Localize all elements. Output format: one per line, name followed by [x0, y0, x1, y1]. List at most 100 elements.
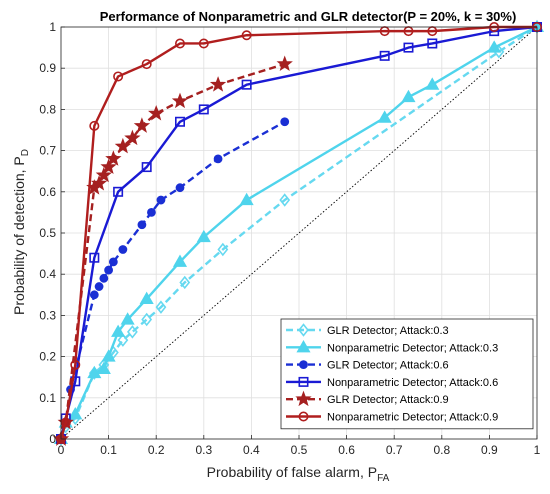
circle-marker	[141, 59, 152, 70]
x-tick-label: 0	[58, 443, 65, 457]
legend-item: Nonparametric Detector; Attack:0.3	[286, 340, 498, 354]
circle-marker	[198, 38, 209, 49]
circle-marker	[147, 207, 156, 217]
circle-marker	[113, 71, 124, 82]
y-axis-label-main: Probability of detection, P	[11, 156, 27, 315]
legend-label: Nonparametric Detector; Attack:0.6	[327, 377, 498, 389]
diamond-marker	[117, 333, 129, 347]
diamond-marker	[279, 193, 291, 207]
circle-marker	[60, 417, 71, 428]
circle-marker	[213, 154, 223, 164]
legend-label: GLR Detector; Attack:0.3	[327, 325, 449, 337]
circle-marker	[118, 245, 128, 254]
star-marker	[171, 92, 189, 109]
x-tick-label: 1	[534, 443, 541, 457]
star-marker	[148, 104, 165, 121]
square-marker	[403, 42, 414, 53]
legend-item: Nonparametric Detector; Attack:0.9	[286, 411, 498, 424]
triangle-marker	[296, 340, 311, 353]
star-marker	[95, 166, 112, 183]
triangle-marker	[401, 89, 416, 103]
circle-marker	[99, 273, 109, 283]
square-marker	[141, 162, 152, 173]
triangle-marker	[68, 406, 83, 420]
triangle-marker	[487, 40, 502, 53]
diamond-marker	[155, 300, 167, 314]
circle-marker	[70, 359, 81, 370]
star-marker	[100, 158, 117, 175]
circle-marker	[89, 120, 100, 131]
y-tick-label: 0.1	[39, 391, 56, 405]
x-tick-label: 0.9	[481, 443, 498, 457]
y-tick-label: 0	[49, 432, 56, 446]
y-tick-label: 1	[49, 20, 56, 34]
legend-box	[280, 318, 534, 430]
triangle-marker	[96, 361, 111, 375]
square-marker	[198, 104, 209, 115]
square-marker	[113, 186, 124, 197]
y-tick-label: 0.2	[39, 350, 56, 364]
x-tick-label: 0.7	[386, 443, 403, 457]
tick-labels: 0 0.1 0.2 0.3 0.4 0.5 0.6 0.7 0.8 0.9 1 0 0.1 0.2 0.3 0…	[39, 20, 540, 457]
y-tick-label: 0.8	[39, 102, 56, 116]
legend-item: GLR Detector; Attack:0.6	[286, 360, 449, 372]
star-marker	[295, 390, 312, 407]
circle-marker	[280, 117, 290, 127]
circle-marker	[156, 195, 166, 205]
triangle-marker	[87, 365, 102, 379]
diamond-marker	[298, 323, 309, 337]
diamond-marker	[217, 242, 229, 257]
star-marker	[133, 117, 151, 133]
diamond-marker	[141, 312, 153, 327]
circle-marker	[94, 282, 104, 291]
square-marker	[89, 252, 100, 263]
y-tick-label: 0.7	[39, 144, 56, 158]
circle-marker	[299, 360, 308, 369]
legend-label: GLR Detector; Attack:0.9	[327, 394, 449, 406]
legend-label: Nonparametric Detector; Attack:0.3	[327, 342, 498, 354]
square-marker	[298, 376, 309, 387]
legend-item: GLR Detector; Attack:0.3	[286, 323, 449, 337]
triangle-marker	[172, 254, 188, 267]
y-tick-label: 0.5	[39, 226, 56, 240]
x-tick-label: 0.5	[291, 443, 308, 457]
x-tick-label: 0.8	[433, 443, 450, 457]
triangle-marker	[101, 349, 116, 362]
circle-marker	[298, 411, 309, 422]
triangle-marker	[139, 291, 154, 304]
diamond-marker	[127, 325, 138, 339]
y-tick-label: 0.9	[39, 61, 56, 75]
circle-marker	[104, 265, 113, 275]
square-marker	[427, 38, 438, 49]
circle-marker	[89, 290, 99, 300]
legend-label: GLR Detector; Attack:0.6	[327, 360, 449, 372]
star-marker	[105, 150, 122, 166]
legend-label: Nonparametric Detector; Attack:0.9	[327, 412, 498, 424]
x-tick-label: 0.1	[100, 443, 117, 457]
y-axis-label-sub: D	[20, 149, 31, 156]
star-marker	[124, 129, 141, 146]
x-tick-label: 0.3	[195, 443, 212, 457]
chart-title: Performance of Nonparametric and GLR det…	[100, 9, 517, 24]
triangle-marker	[196, 229, 211, 243]
x-axis-label-sub: FA	[377, 473, 390, 484]
y-tick-label: 0.6	[39, 185, 56, 199]
triangle-marker	[120, 312, 135, 325]
triangle-marker	[239, 192, 254, 206]
triangle-marker	[425, 77, 440, 90]
square-marker	[241, 79, 252, 90]
circle-marker	[175, 38, 186, 49]
y-tick-label: 0.3	[39, 308, 56, 322]
legend-item: Nonparametric Detector; Attack:0.6	[286, 377, 498, 389]
star-marker	[276, 55, 293, 72]
x-tick-label: 0.2	[148, 443, 165, 457]
diamond-marker	[179, 275, 191, 290]
y-axis-label: Probability of detection, PD	[11, 149, 31, 315]
x-tick-label: 0.6	[338, 443, 355, 457]
y-tick-label: 0.4	[39, 267, 56, 281]
triangle-marker	[111, 324, 126, 337]
x-tick-label: 0.4	[243, 443, 260, 457]
star-marker	[209, 76, 227, 92]
circle-marker	[175, 183, 185, 193]
